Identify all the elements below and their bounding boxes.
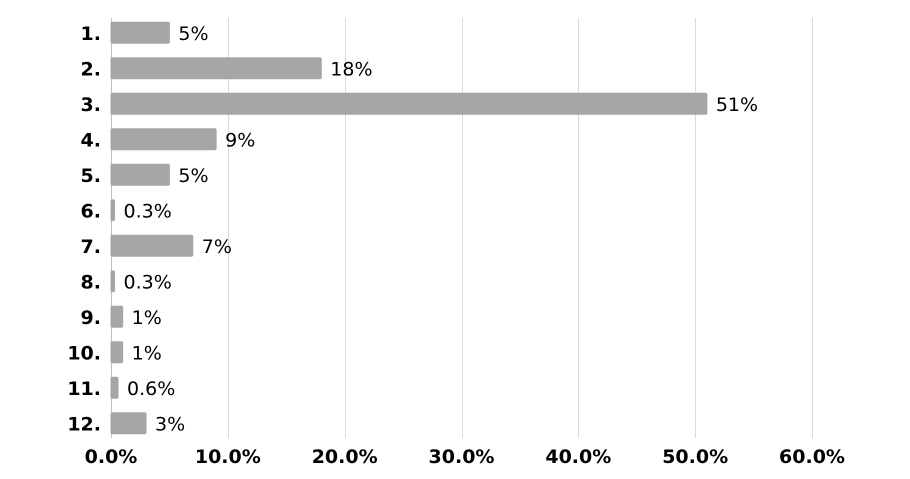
data-label-3: 51% xyxy=(716,94,758,116)
data-label-8: 0.3% xyxy=(124,271,172,293)
bar-5 xyxy=(110,163,170,186)
category-label-9: 9. xyxy=(81,307,101,329)
x-tick-label-3: 30.0% xyxy=(429,446,495,468)
labels: 0.0% 10.0% 20.0% 30.0% 40.0% 50.0% 60.0% 1. 5% 2.… xyxy=(67,23,845,468)
data-label-7: 7% xyxy=(202,236,232,258)
bar-6 xyxy=(110,199,116,222)
category-label-3: 3. xyxy=(81,94,101,116)
category-label-8: 8. xyxy=(81,271,101,293)
data-label-5: 5% xyxy=(178,165,208,187)
bar-4 xyxy=(110,128,217,151)
bar-3 xyxy=(110,92,708,115)
data-label-12: 3% xyxy=(155,413,185,435)
bar-10 xyxy=(110,341,124,364)
x-tick-label-6: 60.0% xyxy=(779,446,845,468)
data-label-11: 0.6% xyxy=(127,378,175,400)
category-label-1: 1. xyxy=(81,23,101,45)
category-label-12: 12. xyxy=(67,413,101,435)
bar-1 xyxy=(110,21,170,44)
bar-8 xyxy=(110,270,116,293)
x-tick-label-5: 50.0% xyxy=(662,446,728,468)
bar-2 xyxy=(110,57,322,80)
x-tick-label-1: 10.0% xyxy=(195,446,261,468)
gridlines xyxy=(111,18,813,438)
data-label-1: 5% xyxy=(178,23,208,45)
bars xyxy=(110,21,708,435)
bar-12 xyxy=(110,412,147,435)
data-label-4: 9% xyxy=(225,129,255,151)
x-tick-label-2: 20.0% xyxy=(312,446,378,468)
data-label-2: 18% xyxy=(330,58,372,80)
category-label-2: 2. xyxy=(81,58,101,80)
bar-11 xyxy=(110,376,119,399)
bar-7 xyxy=(110,234,194,257)
category-label-7: 7. xyxy=(81,236,101,258)
x-tick-label-4: 40.0% xyxy=(545,446,611,468)
category-label-6: 6. xyxy=(81,200,101,222)
category-label-11: 11. xyxy=(67,378,101,400)
bar-9 xyxy=(110,305,124,328)
x-tick-label-0: 0.0% xyxy=(85,446,138,468)
data-label-9: 1% xyxy=(132,307,162,329)
category-label-5: 5. xyxy=(81,165,101,187)
category-label-10: 10. xyxy=(67,342,101,364)
data-label-10: 1% xyxy=(132,342,162,364)
category-label-4: 4. xyxy=(81,129,101,151)
data-label-6: 0.3% xyxy=(124,200,172,222)
